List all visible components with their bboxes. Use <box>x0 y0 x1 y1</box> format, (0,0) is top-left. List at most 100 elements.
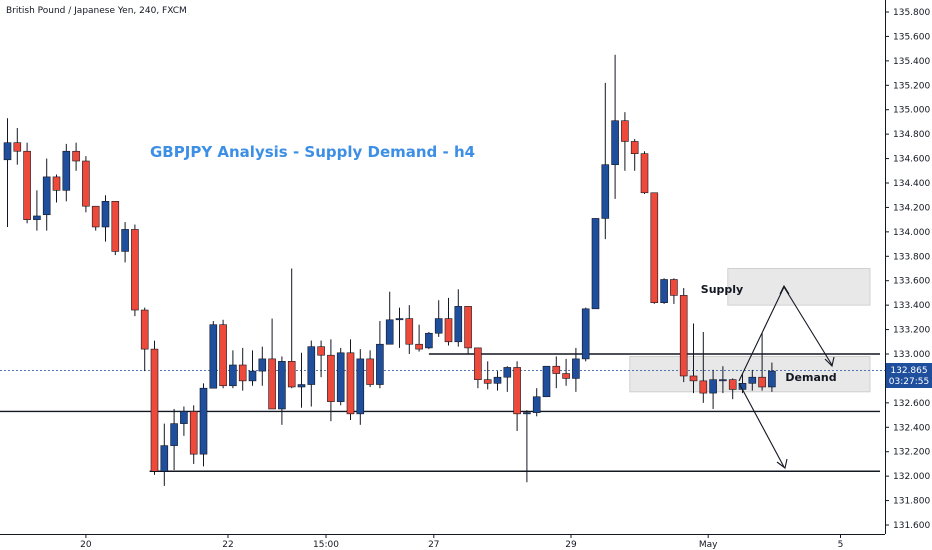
candle-body <box>581 308 590 360</box>
x-tick-label: 15:00 <box>313 540 339 550</box>
arrow-down-head <box>776 458 788 469</box>
candle-body <box>552 365 561 374</box>
candle-body <box>611 120 619 165</box>
x-tick-label: 22 <box>222 540 233 550</box>
candle-body <box>719 379 727 382</box>
candle <box>719 366 727 394</box>
candle <box>395 307 404 348</box>
candle-body <box>356 358 365 415</box>
candle <box>72 142 80 171</box>
candle-body <box>82 160 90 207</box>
candle-body <box>121 229 129 252</box>
candle-body <box>327 354 335 402</box>
y-tick-label: 133.000 <box>893 350 930 360</box>
y-tick-label: 132.200 <box>893 448 930 458</box>
candle <box>542 365 551 398</box>
candle <box>13 128 22 165</box>
y-tick-label: 133.400 <box>893 301 930 311</box>
price-badge-box <box>886 363 932 388</box>
candle <box>728 378 737 400</box>
candle-body <box>13 142 22 152</box>
candle <box>621 112 629 171</box>
candle <box>474 347 482 389</box>
y-tick-label: 135.600 <box>893 32 930 42</box>
y-tick-label: 132.000 <box>893 472 930 482</box>
candle <box>464 306 472 354</box>
candle <box>3 118 12 227</box>
y-tick-label: 135.800 <box>893 8 930 18</box>
candle-body <box>493 376 502 384</box>
candle-body <box>532 396 541 413</box>
candle-body <box>699 380 708 394</box>
candle <box>258 346 267 386</box>
candle-body <box>483 379 492 384</box>
demand-zone-label: Demand <box>785 371 836 384</box>
candle <box>23 142 31 224</box>
candle-body <box>689 375 698 382</box>
candle <box>209 321 218 389</box>
candle-body <box>376 343 384 385</box>
candle-body <box>640 153 649 194</box>
y-tick-label: 135.000 <box>893 106 930 116</box>
candle-body <box>199 387 208 455</box>
candle <box>630 139 639 171</box>
x-tick-label: 20 <box>80 540 92 550</box>
chart-title: GBPJPY Analysis - Supply Demand - h4 <box>150 143 475 161</box>
candle <box>591 218 600 310</box>
candle-body <box>474 347 482 380</box>
y-tick-label: 135.400 <box>893 57 930 67</box>
candle <box>248 350 257 386</box>
projection-arrows <box>738 284 835 469</box>
candle <box>601 82 610 240</box>
candle <box>768 362 776 392</box>
candle <box>52 174 61 203</box>
supply-zone-label: Supply <box>701 283 743 296</box>
candle <box>425 332 433 350</box>
candle-body <box>150 348 159 472</box>
candle-body <box>670 279 678 296</box>
candle <box>121 222 129 263</box>
arrow-down-path[interactable] <box>738 382 785 468</box>
candle-body <box>415 343 423 350</box>
candle-body <box>728 379 737 390</box>
candle-body <box>601 164 610 219</box>
candle-body <box>748 376 757 384</box>
candle <box>689 323 698 394</box>
candle-body <box>180 411 188 424</box>
candle <box>101 195 110 242</box>
candle <box>307 340 316 407</box>
candle <box>268 318 276 410</box>
candle-body <box>346 352 355 415</box>
candle-body <box>297 384 306 388</box>
candle <box>562 358 570 386</box>
x-tick-label: May <box>699 540 718 550</box>
candle-body <box>562 373 570 379</box>
candle <box>611 54 619 199</box>
candle-body <box>248 370 257 382</box>
candle-body <box>503 367 512 378</box>
candle-body <box>238 364 247 382</box>
candle <box>366 350 374 387</box>
candle-body <box>572 358 580 379</box>
y-tick-label: 132.400 <box>893 423 930 433</box>
candle-body <box>621 120 629 142</box>
candle <box>679 288 688 383</box>
supply-zone-box[interactable] <box>727 268 871 306</box>
candle <box>699 332 708 403</box>
candle <box>748 369 757 391</box>
candle-body <box>317 346 325 356</box>
y-tick-label: 133.600 <box>893 277 930 287</box>
candle <box>385 291 394 345</box>
candle-body <box>434 318 443 334</box>
y-tick-label: 133.800 <box>893 252 930 262</box>
candle-body <box>425 332 433 349</box>
candle-body <box>513 367 521 415</box>
candle <box>297 352 306 408</box>
candle <box>180 406 188 436</box>
candle <box>131 224 139 317</box>
price-badge-countdown: 03:27:55 <box>889 377 929 387</box>
candles-layer <box>3 54 776 486</box>
candle <box>523 410 531 483</box>
candle <box>160 423 169 486</box>
